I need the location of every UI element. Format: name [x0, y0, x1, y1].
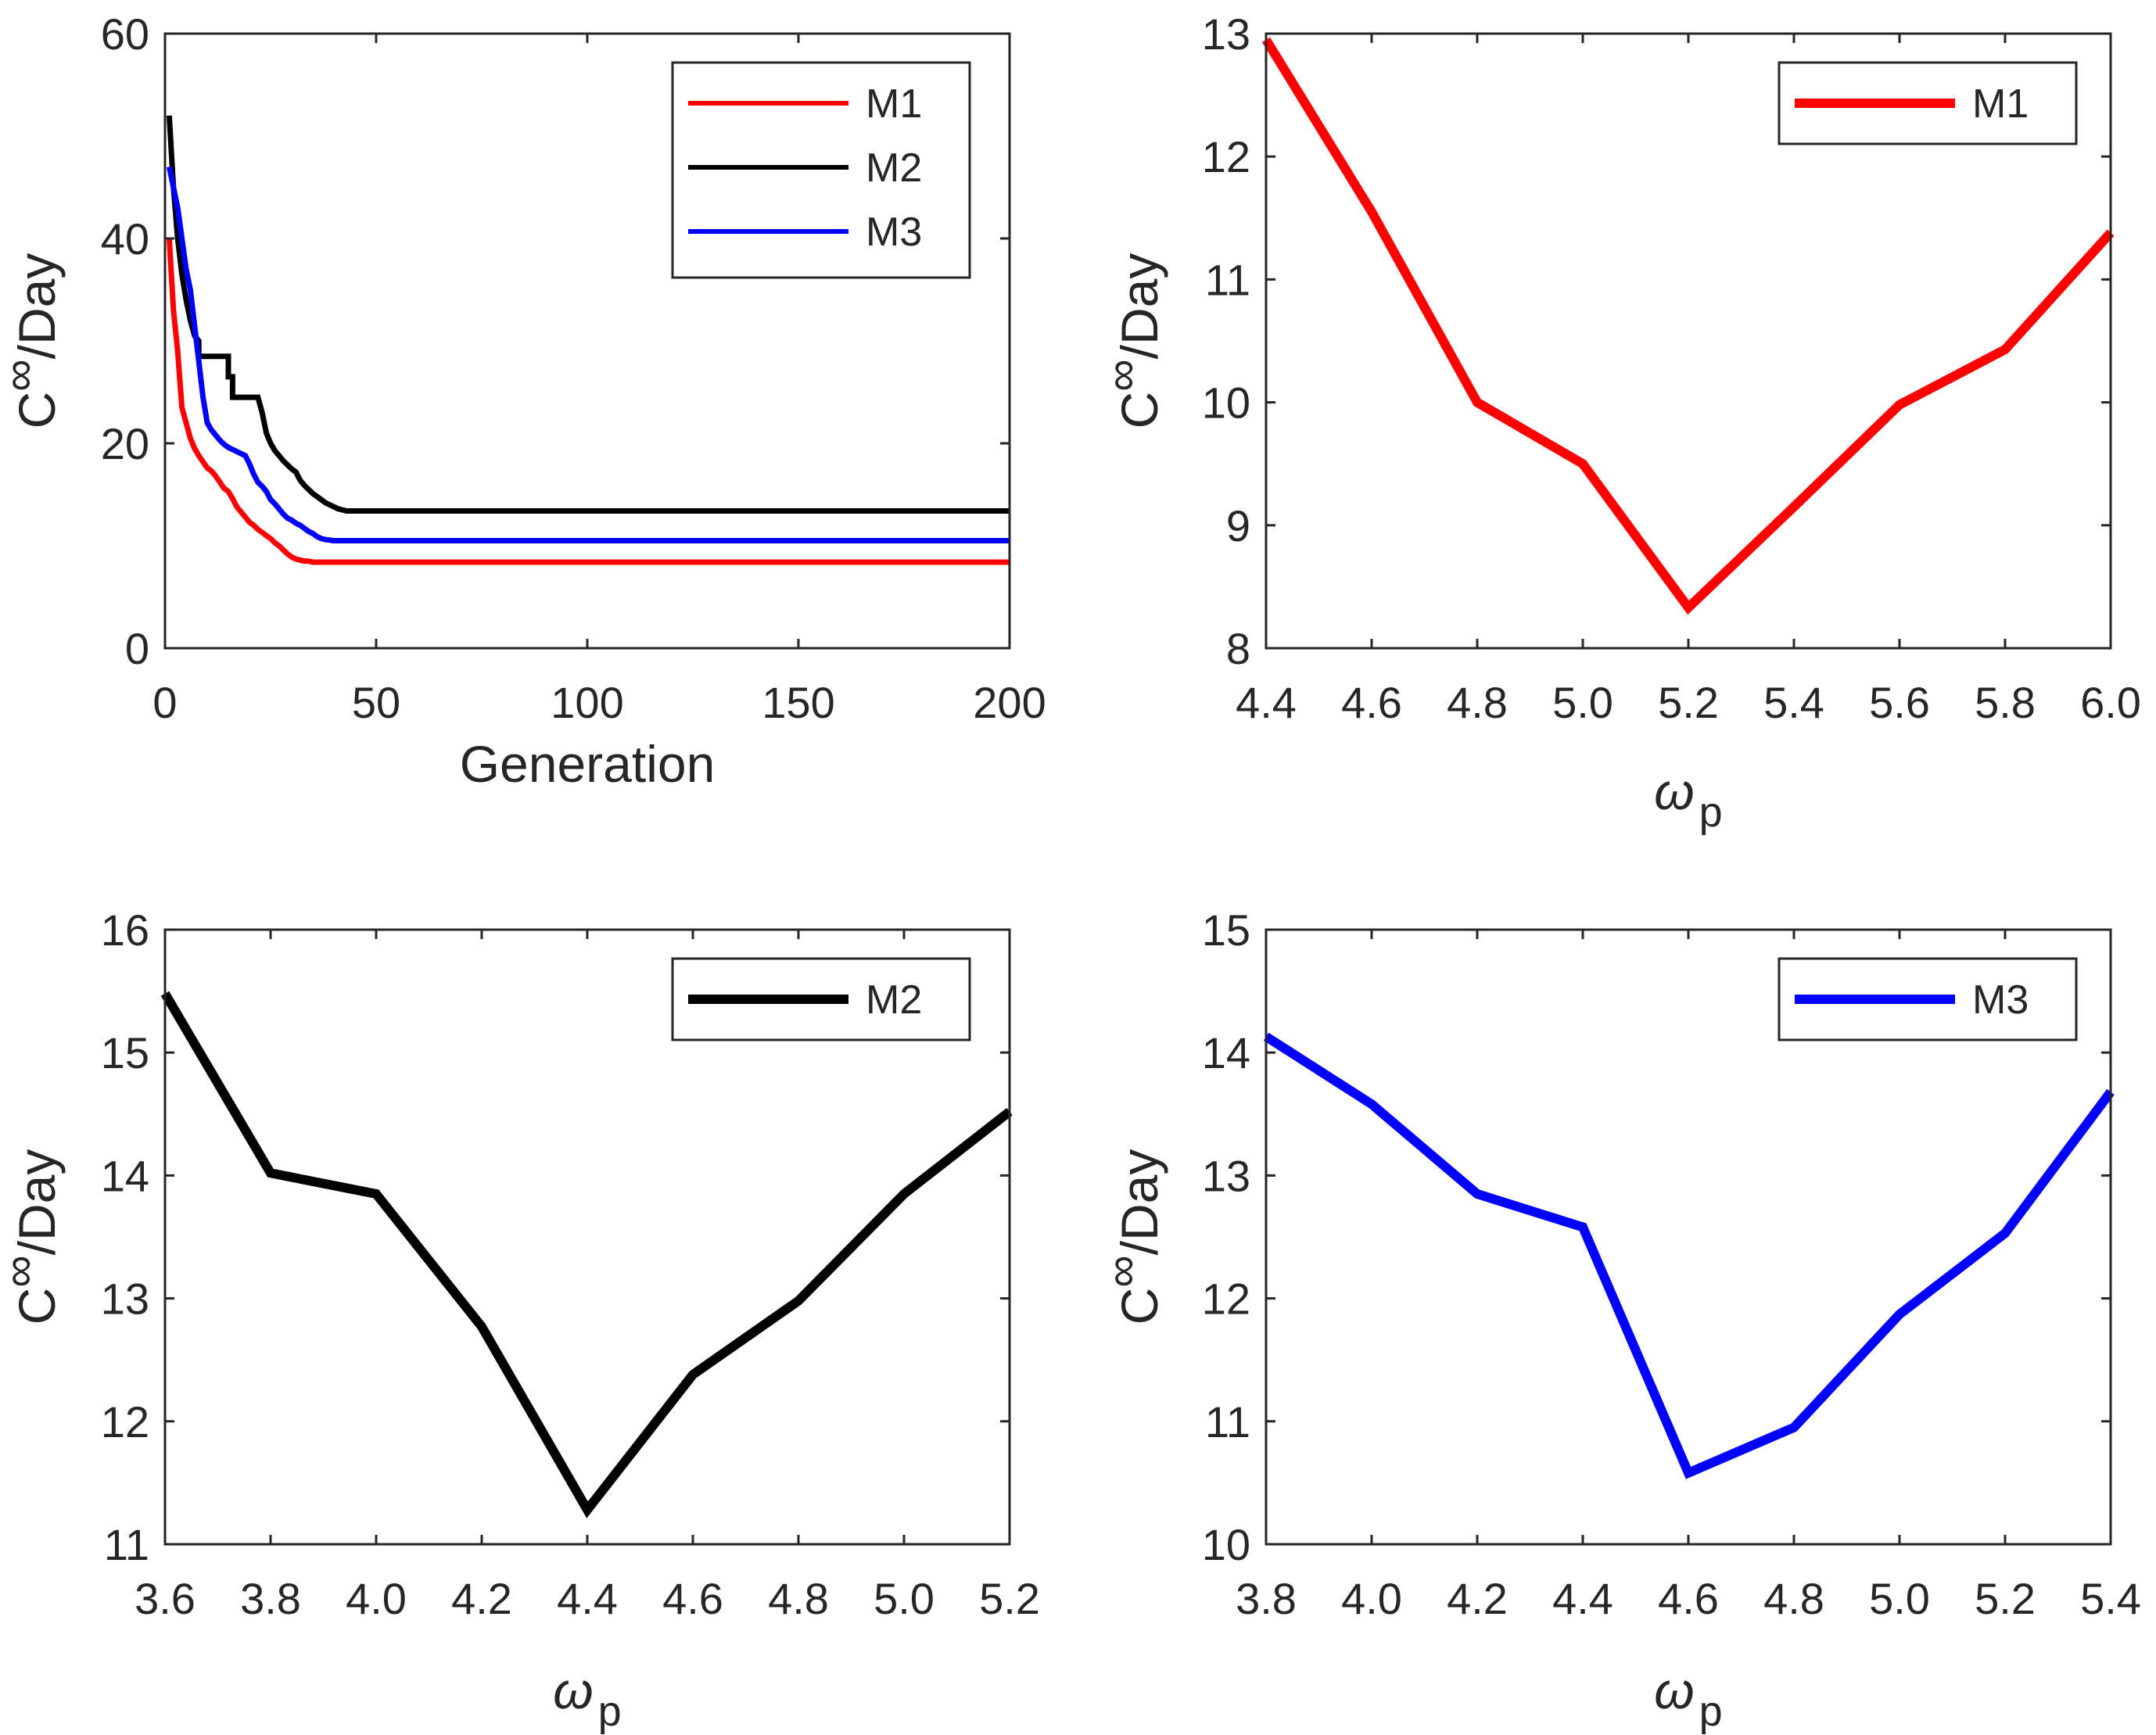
legend-label-m2: M2 — [866, 977, 922, 1023]
x-tick-label: 4.8 — [768, 1574, 829, 1623]
x-axis-label: Generation — [460, 735, 716, 793]
x-tick-label: 4.6 — [1658, 1574, 1719, 1623]
x-tick-label: 4.8 — [1447, 678, 1508, 727]
x-tick-label: 4.4 — [557, 1574, 618, 1623]
y-tick-label: 60 — [101, 9, 149, 59]
y-tick-label: 14 — [101, 1151, 149, 1200]
x-tick-label: 4.2 — [1447, 1574, 1508, 1623]
legend: M2 — [671, 957, 971, 1041]
legend-label-m3: M3 — [1972, 977, 2029, 1023]
y-axis-label: C∞/Day — [0, 1149, 66, 1325]
y-tick-label: 40 — [101, 214, 149, 263]
y-tick-label: 9 — [1226, 501, 1250, 550]
y-tick-label: 0 — [125, 624, 149, 673]
x-tick-label: 6.0 — [2080, 678, 2141, 727]
x-tick-label: 5.0 — [1869, 1574, 1930, 1623]
series-line-m2 — [160, 991, 1013, 1518]
y-tick-label: 12 — [1202, 1274, 1250, 1324]
x-tick-label: 4.4 — [1236, 678, 1297, 727]
y-tick-label: 16 — [101, 905, 149, 955]
legend-label-m1: M1 — [1972, 81, 2029, 127]
series-line-m1 — [1261, 37, 2115, 615]
series-line-m3 — [166, 166, 1010, 543]
legend: M1 M2 M3 — [671, 61, 971, 279]
legend-box — [671, 61, 971, 279]
x-tick-label: 5.2 — [1658, 678, 1719, 727]
legend-label-m2: M2 — [866, 145, 922, 191]
x-tick-label: 5.4 — [2080, 1574, 2141, 1623]
y-tick-label: 11 — [1205, 1397, 1250, 1446]
x-tick-label: 5.0 — [874, 1574, 935, 1623]
series-line-m1 — [166, 238, 1010, 565]
x-tick-label: 5.8 — [1975, 678, 2036, 727]
x-tick-label: 5.2 — [979, 1574, 1040, 1623]
x-tick-label: 150 — [762, 678, 834, 727]
y-tick-label: 13 — [1202, 9, 1250, 59]
y-tick-label: 15 — [101, 1028, 149, 1077]
chart-panel-1: 0501001502000204060GenerationC∞/DayM1M2M… — [0, 9, 1046, 793]
y-axis-label: C∞/Day — [0, 253, 66, 429]
y-tick-label: 20 — [101, 419, 149, 468]
y-tick-label: 8 — [1226, 624, 1250, 673]
x-tick-label: 5.0 — [1552, 678, 1613, 727]
y-axis-label: C∞/Day — [1096, 1149, 1168, 1325]
y-tick-label: 11 — [1205, 255, 1250, 304]
y-tick-label: 12 — [1202, 132, 1250, 181]
x-tick-label: 4.0 — [346, 1574, 407, 1623]
x-tick-label: 100 — [551, 678, 623, 727]
x-tick-label: 3.8 — [240, 1574, 301, 1623]
x-tick-label: 5.6 — [1869, 678, 1930, 727]
x-tick-label: 200 — [973, 678, 1046, 727]
x-tick-label: 3.6 — [135, 1574, 196, 1623]
chart-panel-3: 3.6 3.8 4.0 4.2 4.4 4.6 4.8 5.0 5.2 11 12 13 14 15 16 ω… — [0, 905, 1040, 1735]
x-tick-label: 4.0 — [1341, 1574, 1402, 1623]
y-tick-label: 13 — [1202, 1151, 1250, 1200]
series-line-m3 — [1263, 1032, 2115, 1479]
y-tick-label: 15 — [1202, 905, 1250, 955]
y-tick-label: 14 — [1202, 1028, 1250, 1077]
x-tick-label: 4.6 — [1341, 678, 1402, 727]
y-tick-label: 11 — [104, 1520, 149, 1569]
chart-panel-4: 3.8 4.0 4.2 4.4 4.6 4.8 5.0 5.2 5.4 10 11 12 13 14 15 ω… — [1096, 905, 2141, 1735]
x-tick-label: 5.2 — [1975, 1574, 2036, 1623]
x-tick-label: 5.4 — [1763, 678, 1824, 727]
legend: M3 — [1778, 957, 2078, 1041]
y-tick-label: 10 — [1202, 1520, 1250, 1569]
x-tick-label: 4.2 — [451, 1574, 512, 1623]
chart-panel-2: 4.4 4.6 4.8 5.0 5.2 5.4 5.6 5.8 6.0 8 9 10 11 12 13 ω p C… — [1096, 9, 2141, 836]
legend: M1 — [1778, 61, 2078, 145]
y-tick-label: 13 — [101, 1274, 149, 1324]
x-tick-label: 0 — [152, 678, 177, 727]
legend-label-m3: M3 — [866, 210, 922, 255]
x-tick-label: 50 — [352, 678, 400, 727]
x-tick-label: 3.8 — [1236, 1574, 1297, 1623]
legend-label-m1: M1 — [866, 81, 922, 127]
x-tick-label: 4.6 — [662, 1574, 723, 1623]
y-tick-label: 12 — [101, 1397, 149, 1446]
y-tick-label: 10 — [1202, 378, 1250, 428]
x-tick-label: 4.4 — [1552, 1574, 1613, 1623]
y-axis-label: C∞/Day — [1096, 253, 1168, 429]
x-tick-label: 4.8 — [1763, 1574, 1824, 1623]
